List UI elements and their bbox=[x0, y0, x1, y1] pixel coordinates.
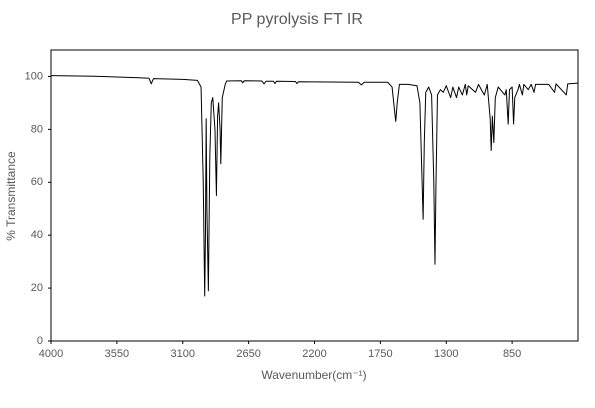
y-axis-title: % Transmittance bbox=[4, 151, 18, 241]
x-tick-label: 1750 bbox=[368, 348, 392, 360]
x-tick-label: 1300 bbox=[434, 348, 458, 360]
x-tick-label: 3550 bbox=[105, 348, 129, 360]
spectrum-line bbox=[50, 75, 579, 297]
x-tick-label: 2650 bbox=[236, 348, 260, 360]
y-tick-label: 80 bbox=[31, 123, 43, 135]
x-tick-label: 4000 bbox=[39, 348, 63, 360]
y-tick-label: 20 bbox=[31, 282, 43, 294]
x-tick-label: 2200 bbox=[302, 348, 326, 360]
chart-title: PP pyrolysis FT IR bbox=[231, 11, 363, 28]
y-tick-label: 100 bbox=[25, 70, 43, 82]
y-tick-label: 0 bbox=[37, 335, 43, 347]
x-tick-label: 3100 bbox=[171, 348, 195, 360]
x-tick-label: 850 bbox=[503, 348, 521, 360]
x-axis-title: Wavenumber(cm⁻¹) bbox=[261, 368, 366, 382]
y-tick-label: 40 bbox=[31, 229, 43, 241]
y-tick-label: 60 bbox=[31, 176, 43, 188]
